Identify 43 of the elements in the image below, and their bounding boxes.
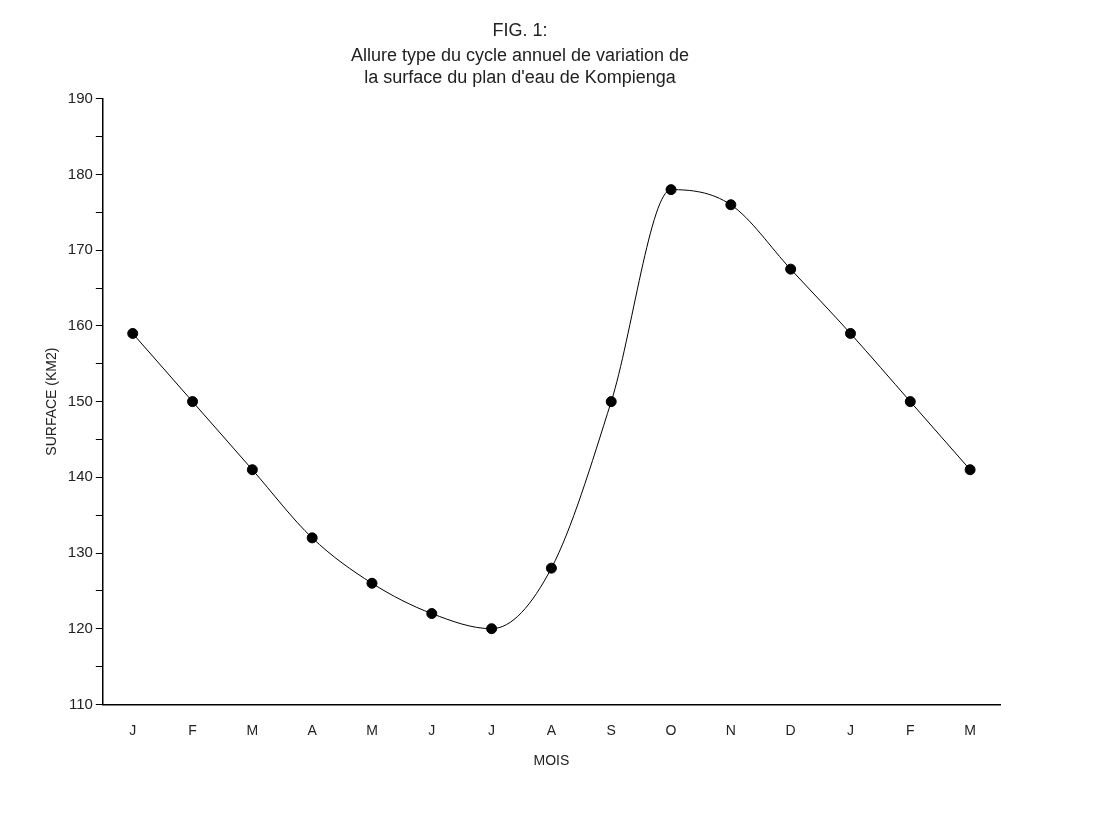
y-tick-label: 170 — [67, 240, 93, 258]
x-tick-label: N — [725, 721, 736, 738]
y-tick-label: 120 — [67, 618, 93, 636]
point — [964, 464, 976, 476]
y-axis-title: SURFACE (KM2) — [43, 347, 60, 456]
y-tick-label: 180 — [67, 164, 93, 182]
point — [725, 199, 737, 211]
point — [366, 577, 378, 589]
x-tick-label: J — [129, 721, 137, 738]
point — [665, 184, 677, 196]
point — [246, 464, 258, 476]
point — [844, 327, 856, 339]
point — [785, 263, 797, 275]
x-tick-label: A — [307, 721, 318, 738]
point — [486, 623, 498, 635]
point — [904, 396, 916, 408]
y-tick-label: 140 — [67, 467, 93, 485]
x-tick-label: O — [665, 721, 677, 738]
x-tick-label: M — [366, 721, 378, 738]
x-tick-label: F — [188, 721, 197, 738]
x-tick-label: D — [785, 721, 796, 738]
point — [426, 608, 438, 620]
y-tick-label: 160 — [67, 316, 93, 334]
x-tick-label: M — [246, 721, 259, 738]
chart-title: FIG. 1: — [492, 19, 548, 40]
point — [127, 327, 139, 339]
x-tick-label: F — [906, 721, 915, 738]
y-tick-label: 190 — [67, 88, 93, 106]
point — [605, 396, 617, 408]
point — [545, 562, 557, 574]
x-tick-label: A — [546, 721, 557, 738]
y-tick-label: 150 — [67, 391, 93, 409]
x-tick-label: J — [846, 721, 854, 738]
x-tick-label: S — [606, 721, 616, 738]
x-axis-title: MOIS — [533, 752, 570, 769]
x-tick-label: J — [488, 721, 496, 738]
point — [306, 532, 318, 544]
chart-subtitle: Allure type du cycle annuel de variation de la surface du plan d'eau de Kompienga — [350, 45, 690, 87]
y-tick-label: 110 — [68, 694, 93, 712]
point — [187, 396, 199, 408]
x-tick-label: J — [428, 721, 436, 738]
x-tick-label: M — [964, 721, 976, 738]
y-tick-label: 130 — [67, 543, 93, 561]
